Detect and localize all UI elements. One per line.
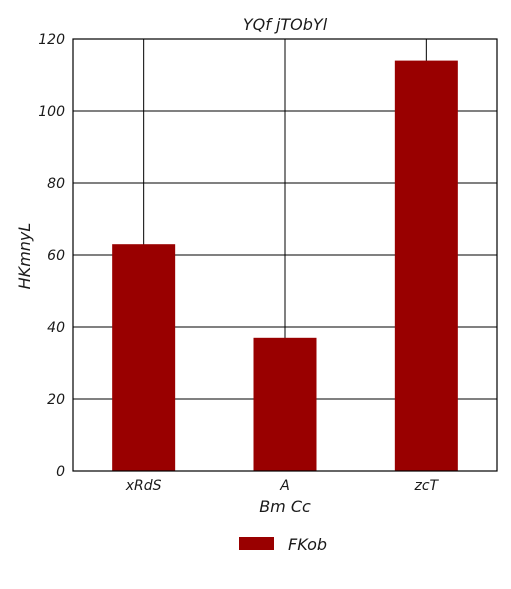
legend-swatch bbox=[239, 537, 274, 550]
x-tick-label: zcT bbox=[414, 478, 440, 494]
x-axis-label: Bm Cc bbox=[259, 497, 311, 516]
bars bbox=[112, 60, 458, 471]
y-axis-label: HKmnyL bbox=[15, 223, 34, 290]
y-tick-labels: 0 20 40 60 80 100 120 bbox=[38, 32, 65, 480]
x-tick-label: A bbox=[279, 478, 290, 494]
y-tick-label: 0 bbox=[56, 464, 65, 480]
x-tick-label: xRdS bbox=[125, 478, 162, 494]
y-tick-label: 40 bbox=[47, 320, 65, 336]
y-tick-label: 80 bbox=[47, 176, 65, 192]
bar-zcT bbox=[394, 60, 458, 471]
y-tick-label: 20 bbox=[47, 392, 65, 408]
bar-A bbox=[253, 337, 317, 471]
plot-frame bbox=[72, 38, 498, 472]
legend-label: FKob bbox=[288, 535, 327, 554]
chart-title: YQf jTObYl bbox=[243, 15, 328, 34]
y-tick-label: 100 bbox=[38, 104, 65, 120]
y-tick-label: 120 bbox=[38, 32, 65, 48]
bar-xRdS bbox=[112, 244, 176, 471]
legend: FKob bbox=[239, 535, 327, 554]
y-tick-label: 60 bbox=[47, 248, 65, 264]
